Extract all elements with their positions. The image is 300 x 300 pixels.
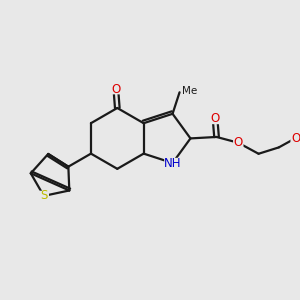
Text: S: S [40,189,47,203]
FancyBboxPatch shape [290,133,300,143]
FancyBboxPatch shape [210,114,220,124]
FancyBboxPatch shape [233,137,244,148]
Text: O: O [234,136,243,149]
Text: O: O [291,132,300,145]
FancyBboxPatch shape [164,158,181,168]
FancyBboxPatch shape [39,191,49,201]
Text: O: O [111,82,121,96]
Text: O: O [211,112,220,125]
Text: Me: Me [182,86,197,96]
FancyBboxPatch shape [111,84,121,94]
Text: NH: NH [164,157,181,169]
